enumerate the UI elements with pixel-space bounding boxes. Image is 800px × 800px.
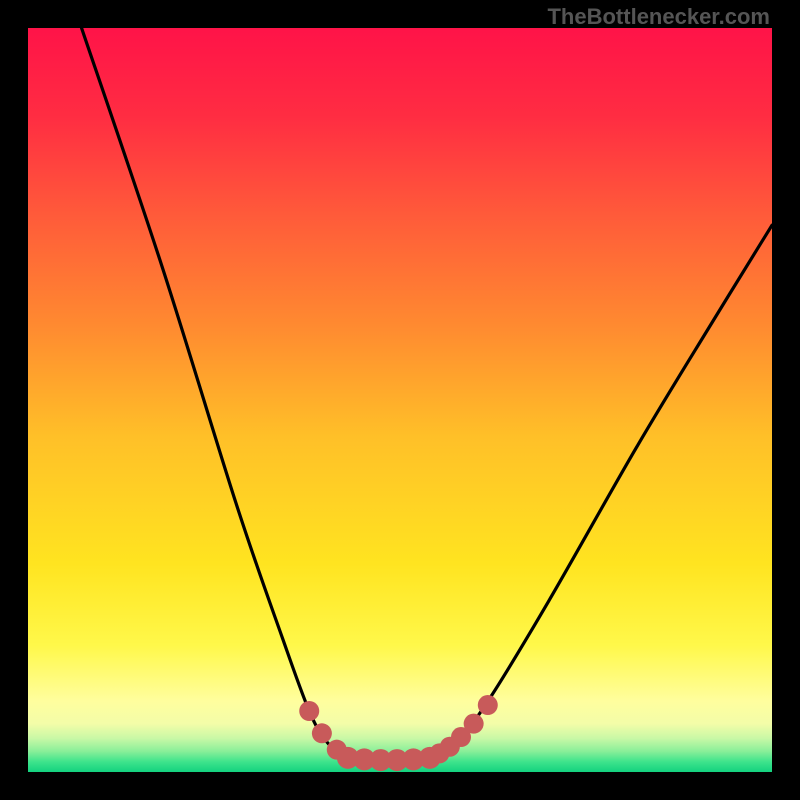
curve-marker xyxy=(299,701,319,721)
chart-svg xyxy=(28,28,772,772)
watermark-text: TheBottlenecker.com xyxy=(547,4,770,30)
gradient-background xyxy=(28,28,772,772)
curve-marker xyxy=(478,695,498,715)
figure-container: TheBottlenecker.com xyxy=(0,0,800,800)
curve-marker xyxy=(327,740,347,760)
curve-marker xyxy=(464,714,484,734)
curve-marker xyxy=(312,723,332,743)
plot-area xyxy=(28,28,772,772)
